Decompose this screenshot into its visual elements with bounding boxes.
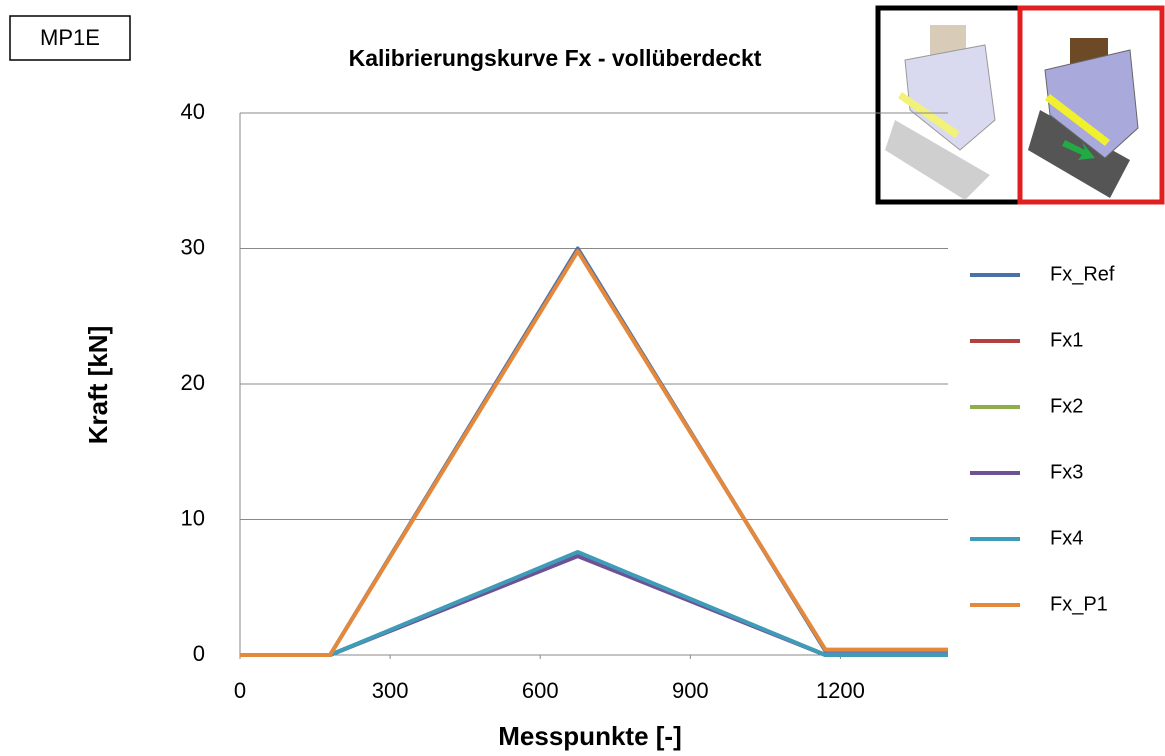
x-tick-label: 0 — [234, 678, 246, 703]
shape — [898, 92, 960, 138]
shape — [885, 120, 990, 200]
x-axis-label: Messpunkte [-] — [498, 721, 681, 751]
legend-label: Fx3 — [1050, 461, 1083, 483]
x-tick-label: 1200 — [816, 678, 865, 703]
y-tick-label: 30 — [181, 234, 205, 259]
shape — [1045, 94, 1110, 146]
y-axis-label: Kraft [kN] — [83, 326, 113, 444]
series-line — [240, 249, 948, 657]
shape — [1062, 140, 1095, 160]
series-line — [240, 550, 948, 657]
y-tick-label: 10 — [181, 505, 205, 530]
legend-label: Fx4 — [1050, 527, 1083, 549]
chart-title: Kalibrierungskurve Fx - vollüberdeckt — [349, 45, 762, 71]
shape — [1044, 49, 1139, 159]
x-tick-label: 300 — [372, 678, 409, 703]
series-line — [240, 246, 948, 657]
badge: MP1E — [40, 25, 100, 50]
badge-box — [9, 15, 131, 61]
series-line — [240, 551, 948, 657]
y-tick-label: 20 — [181, 370, 205, 395]
y-tick-label: 40 — [181, 99, 205, 124]
x-tick-label: 900 — [672, 678, 709, 703]
legend-label: Fx1 — [1050, 329, 1083, 351]
series-line — [240, 551, 948, 657]
shape — [1028, 110, 1130, 198]
legend-label: Fx2 — [1050, 395, 1083, 417]
legend-label: Fx_Ref — [1050, 263, 1115, 285]
thumbnails — [875, 5, 1165, 205]
x-tick-label: 600 — [522, 678, 559, 703]
y-tick-label: 0 — [193, 641, 205, 666]
legend-label: Fx_P1 — [1050, 593, 1108, 615]
series-line — [240, 554, 948, 657]
